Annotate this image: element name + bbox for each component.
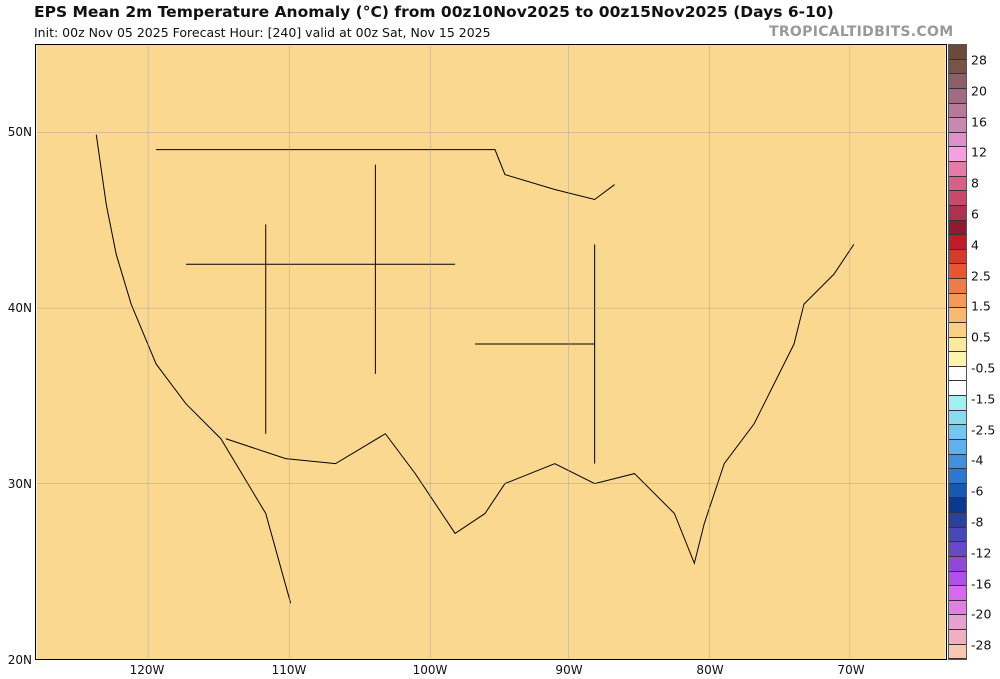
colorbar-swatch — [949, 264, 966, 279]
colorbar-swatch — [949, 410, 966, 426]
colorbar-swatch — [949, 644, 966, 660]
temperature-anomaly-map — [35, 44, 947, 660]
colorbar-swatch — [949, 205, 966, 221]
colorbar-swatch — [949, 483, 966, 499]
lat-label: 40N — [7, 301, 32, 315]
colorbar-swatch — [949, 191, 966, 206]
colorbar-label: 0.5 — [971, 329, 991, 345]
colorbar-label: -6 — [971, 483, 984, 499]
colorbar-label: 8 — [971, 175, 979, 191]
colorbar-swatch — [949, 571, 966, 587]
colorbar-label: 20 — [971, 83, 987, 99]
colorbar-label: -28 — [971, 637, 992, 653]
colorbar-swatch — [949, 396, 966, 411]
colorbar-label: -8 — [971, 514, 984, 530]
colorbar-swatch — [949, 176, 966, 192]
graticule — [36, 45, 946, 659]
lon-label: 80W — [696, 663, 724, 677]
colorbar-swatch — [949, 88, 966, 104]
colorbar-label: 28 — [971, 52, 987, 68]
colorbar-swatch — [949, 439, 966, 455]
colorbar-swatch — [949, 498, 966, 513]
colorbar-swatch — [949, 74, 966, 89]
colorbar — [948, 44, 967, 660]
colorbar-label: 12 — [971, 144, 987, 160]
colorbar-swatch — [949, 59, 966, 75]
colorbar-swatch — [949, 308, 966, 323]
colorbar-swatch — [949, 513, 966, 528]
lon-label: 120W — [129, 663, 165, 677]
lat-label: 50N — [7, 125, 32, 139]
coastlines-and-borders — [95, 134, 855, 604]
colorbar-swatch — [949, 45, 966, 60]
colorbar-label: -12 — [971, 545, 992, 561]
colorbar-swatch — [949, 630, 966, 645]
colorbar-label: -1.5 — [971, 391, 996, 407]
colorbar-swatch — [949, 103, 966, 119]
colorbar-swatch — [949, 147, 966, 162]
colorbar-swatch — [949, 337, 966, 353]
colorbar-swatch — [949, 556, 966, 572]
colorbar-label: 1.5 — [971, 298, 991, 314]
lat-label: 20N — [7, 653, 32, 667]
lat-label: 30N — [7, 477, 32, 491]
colorbar-label: 16 — [971, 114, 987, 130]
colorbar-label: 4 — [971, 237, 979, 253]
anomaly-field — [36, 45, 946, 659]
colorbar-swatch — [949, 162, 966, 177]
colorbar-swatch — [949, 469, 966, 484]
colorbar-swatch — [949, 527, 966, 543]
colorbar-label: -0.5 — [971, 360, 996, 376]
colorbar-swatch — [949, 132, 966, 148]
colorbar-label: -20 — [971, 606, 992, 622]
lon-label: 100W — [412, 663, 448, 677]
colorbar-swatch — [949, 279, 966, 294]
colorbar-swatch — [949, 293, 966, 309]
colorbar-swatch — [949, 249, 966, 265]
colorbar-label: -2.5 — [971, 422, 996, 438]
lon-label: 70W — [837, 663, 865, 677]
colorbar-swatch — [949, 118, 966, 133]
map-title: EPS Mean 2m Temperature Anomaly (°C) fro… — [34, 3, 834, 21]
colorbar-swatch — [949, 542, 966, 557]
colorbar-swatch — [949, 220, 966, 236]
colorbar-swatch — [949, 352, 966, 367]
colorbar-swatch — [949, 381, 966, 396]
colorbar-label: -4 — [971, 452, 984, 468]
colorbar-swatch — [949, 615, 966, 630]
lon-label: 90W — [555, 663, 583, 677]
brand-watermark: TROPICALTIDBITS.COM — [769, 24, 954, 40]
colorbar-label: 2.5 — [971, 268, 991, 284]
colorbar-label: 6 — [971, 206, 979, 222]
colorbar-swatch — [949, 600, 966, 616]
colorbar-swatch — [949, 322, 966, 338]
map-subtitle: Init: 00z Nov 05 2025 Forecast Hour: [24… — [34, 25, 491, 40]
colorbar-swatch — [949, 454, 966, 470]
colorbar-swatch — [949, 586, 966, 601]
colorbar-swatch — [949, 366, 966, 382]
colorbar-swatch — [949, 425, 966, 440]
colorbar-label: -16 — [971, 576, 992, 592]
colorbar-swatch — [949, 235, 966, 250]
lon-label: 110W — [271, 663, 307, 677]
